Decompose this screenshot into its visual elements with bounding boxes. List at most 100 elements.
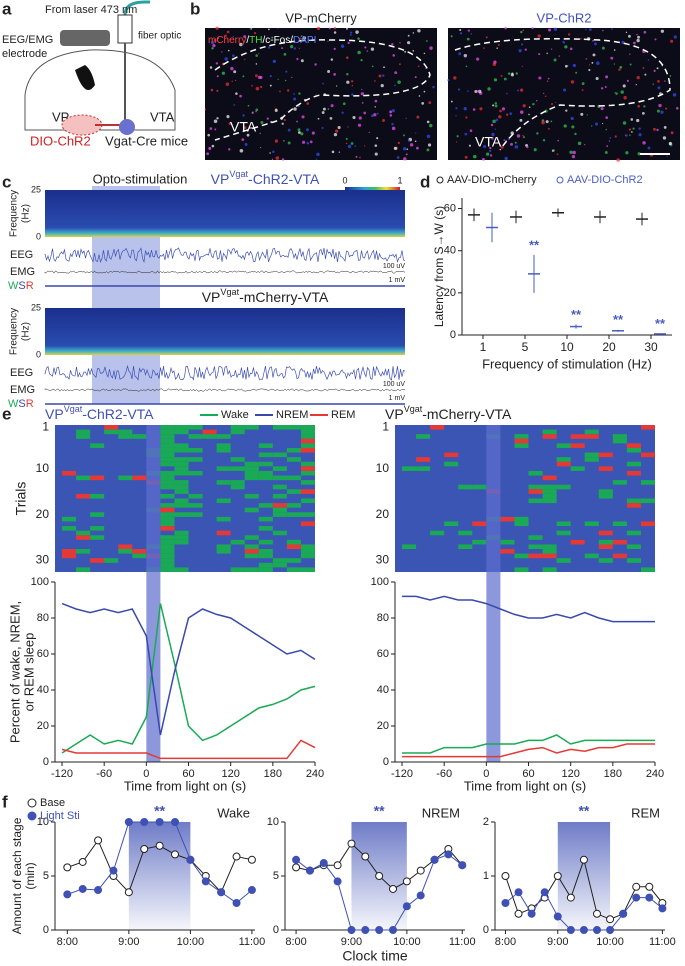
y-tick-label: 20 bbox=[376, 507, 390, 521]
heatmap-cell bbox=[514, 438, 529, 444]
cell bbox=[477, 89, 480, 93]
heatmap-cell bbox=[286, 489, 301, 494]
cell bbox=[311, 131, 315, 135]
point bbox=[124, 818, 133, 826]
axis-label: Latency from S→W (s) bbox=[432, 206, 446, 327]
heatmap-cell bbox=[174, 466, 189, 471]
point bbox=[514, 909, 523, 918]
cell bbox=[209, 127, 213, 130]
cell bbox=[532, 102, 535, 106]
heatmap-cell bbox=[542, 549, 557, 554]
cell bbox=[494, 102, 498, 105]
heatmap-cell bbox=[598, 544, 613, 550]
heatmap-cell bbox=[300, 512, 315, 517]
cell bbox=[556, 153, 559, 156]
point bbox=[579, 855, 588, 864]
cell bbox=[562, 40, 566, 44]
heatmap-cell bbox=[160, 544, 175, 550]
point bbox=[333, 861, 342, 870]
trace bbox=[44, 270, 406, 274]
cell bbox=[636, 118, 640, 123]
cell bbox=[464, 155, 468, 159]
cell bbox=[376, 137, 379, 140]
state: R bbox=[26, 280, 34, 292]
point bbox=[292, 863, 301, 872]
cell bbox=[570, 80, 575, 84]
axis-label: (min) bbox=[23, 862, 37, 889]
significance: ** bbox=[571, 307, 582, 322]
heatmap-cell bbox=[300, 443, 315, 448]
cell bbox=[636, 76, 640, 80]
heatmap-cell bbox=[160, 516, 175, 522]
cell bbox=[500, 74, 503, 77]
heatmap-cell bbox=[626, 558, 641, 563]
heatmap-cell bbox=[444, 461, 459, 467]
heatmap-cell bbox=[416, 457, 431, 462]
cell bbox=[469, 129, 473, 133]
stim-window bbox=[128, 822, 191, 930]
cell bbox=[360, 92, 364, 96]
heatmap-cell bbox=[402, 544, 417, 550]
cell bbox=[333, 27, 337, 30]
cell bbox=[591, 61, 594, 64]
point bbox=[292, 855, 301, 864]
cell bbox=[357, 123, 362, 127]
cell bbox=[450, 100, 453, 103]
heatmap-cell bbox=[76, 549, 91, 554]
point bbox=[217, 888, 226, 897]
cell bbox=[501, 107, 506, 111]
cell bbox=[558, 55, 560, 57]
series-line bbox=[402, 595, 655, 623]
trace-label: EMG bbox=[10, 384, 35, 396]
cell bbox=[522, 29, 525, 32]
cell bbox=[497, 43, 500, 46]
heatmap-cell bbox=[556, 484, 571, 490]
heatmap-cell bbox=[300, 470, 315, 476]
cell bbox=[402, 134, 405, 137]
heatmap-cell bbox=[188, 493, 203, 499]
cell bbox=[214, 128, 217, 131]
cell bbox=[627, 34, 631, 38]
cell bbox=[281, 158, 285, 161]
cell bbox=[378, 74, 382, 78]
heatmap-cell bbox=[76, 475, 91, 481]
cell bbox=[373, 113, 377, 117]
cell bbox=[638, 127, 641, 130]
heatmap-cell bbox=[458, 544, 473, 550]
cell bbox=[654, 38, 657, 41]
cell bbox=[574, 132, 577, 136]
cell bbox=[322, 82, 324, 85]
heatmap-cell bbox=[174, 512, 189, 517]
trace bbox=[44, 364, 406, 381]
trace bbox=[44, 388, 406, 392]
heatmap-cell bbox=[626, 470, 641, 476]
y-tick-label: 80 bbox=[377, 612, 389, 624]
cell bbox=[600, 87, 604, 90]
region-label: VTA bbox=[475, 134, 502, 150]
cell bbox=[577, 141, 582, 146]
stain-label: mCherry/TH/c-Fos/DAPI bbox=[208, 35, 316, 46]
cell bbox=[467, 90, 469, 92]
cell bbox=[490, 123, 494, 127]
x-tick-label: 240 bbox=[646, 768, 664, 780]
heatmap-cell bbox=[612, 438, 627, 444]
y-tick-label: 1 bbox=[42, 419, 49, 433]
legend-label: Wake bbox=[221, 409, 249, 421]
heatmap-cell bbox=[160, 493, 175, 499]
cell bbox=[253, 32, 257, 35]
point bbox=[540, 888, 549, 897]
heatmap-cell bbox=[104, 558, 119, 563]
cell bbox=[458, 52, 462, 56]
point bbox=[140, 818, 149, 826]
cell bbox=[374, 80, 376, 82]
cell bbox=[485, 152, 490, 156]
y-tick-label: 20 bbox=[37, 720, 49, 732]
heatmap-cell bbox=[258, 503, 273, 508]
cell bbox=[638, 133, 642, 137]
heatmap-cell bbox=[598, 493, 613, 499]
heatmap-cell bbox=[640, 425, 655, 430]
cell bbox=[580, 112, 584, 116]
cell bbox=[425, 67, 427, 70]
heatmap-cell bbox=[444, 452, 459, 458]
cell bbox=[351, 84, 354, 87]
